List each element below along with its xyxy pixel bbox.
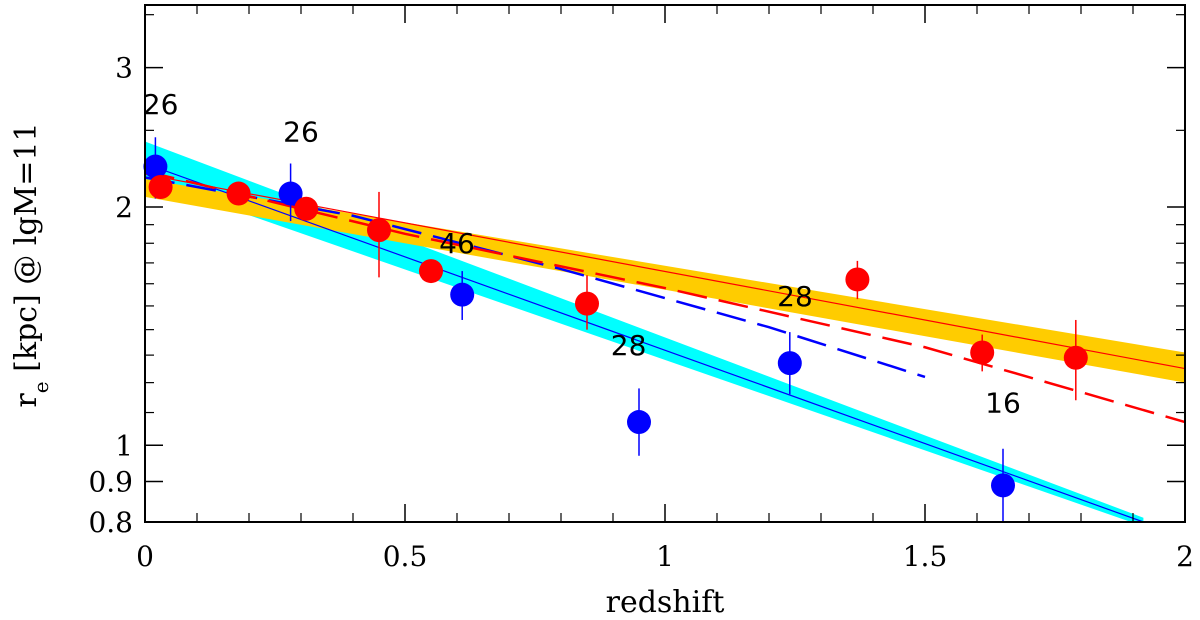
red-point <box>1063 319 1088 401</box>
red-marker <box>1063 345 1088 370</box>
red-marker <box>367 218 391 243</box>
plot-frame <box>144 4 1186 523</box>
x-tick-label: 1 <box>656 540 674 573</box>
red-point <box>148 175 173 200</box>
data-points <box>143 137 1088 522</box>
red-point <box>367 191 391 278</box>
y-axis-title-rest: [kpc] @ lgM=11 <box>9 122 44 381</box>
y-tick-label: 1 <box>115 429 133 462</box>
blue-marker <box>777 351 802 376</box>
count-annotation: 46 <box>439 227 475 260</box>
red-point <box>294 196 319 221</box>
blue-marker <box>991 473 1015 498</box>
blue-point <box>627 388 651 456</box>
y-tick-label: 0.9 <box>88 466 133 499</box>
y-axis-title-main: r <box>9 393 44 408</box>
count-annotation: 28 <box>611 329 647 362</box>
red-fit-line <box>145 173 1185 370</box>
blue-point <box>278 163 303 222</box>
red-marker <box>226 181 251 206</box>
x-tick-label: 2 <box>1176 540 1194 573</box>
x-tick-label: 0 <box>136 540 154 573</box>
blue-marker <box>627 410 651 435</box>
blue-marker <box>143 154 168 179</box>
y-tick-label: 2 <box>115 191 133 224</box>
x-tick-label: 1.5 <box>903 540 948 573</box>
blue-point <box>450 271 475 320</box>
count-annotation: 26 <box>143 88 179 121</box>
red-marker <box>970 340 995 365</box>
blue-fit-line <box>145 162 1144 522</box>
count-annotation: 28 <box>777 280 813 313</box>
y-axis-title: re [kpc] @ lgM=11 <box>9 122 53 407</box>
red-dashed-line <box>145 169 1185 424</box>
y-tick-label: 0.8 <box>88 506 133 539</box>
red-point <box>226 181 251 206</box>
red-point <box>845 260 870 300</box>
red-point <box>970 334 995 372</box>
red-point <box>419 259 443 284</box>
red-marker <box>419 259 443 284</box>
blue-marker <box>278 181 303 206</box>
red-marker <box>575 291 599 316</box>
red-point <box>575 275 599 330</box>
blue-point <box>777 332 802 395</box>
red-marker <box>294 196 319 221</box>
count-annotation: 16 <box>985 387 1021 420</box>
y-tick-label: 3 <box>115 52 133 85</box>
x-tick-label: 0.5 <box>383 540 428 573</box>
x-axis-title: redshift <box>606 585 725 620</box>
blue-point <box>991 448 1015 522</box>
annotations: 26 26 46 28 28 16 <box>143 88 1021 419</box>
red-marker <box>845 267 870 292</box>
blue-marker <box>450 282 475 307</box>
red-marker <box>148 175 173 200</box>
axis-ticks: 0 0.5 1 1.5 2 0.8 0.9 1 2 3 <box>88 5 1194 573</box>
y-axis-title-sub: e <box>29 381 53 393</box>
count-annotation: 26 <box>283 116 319 149</box>
